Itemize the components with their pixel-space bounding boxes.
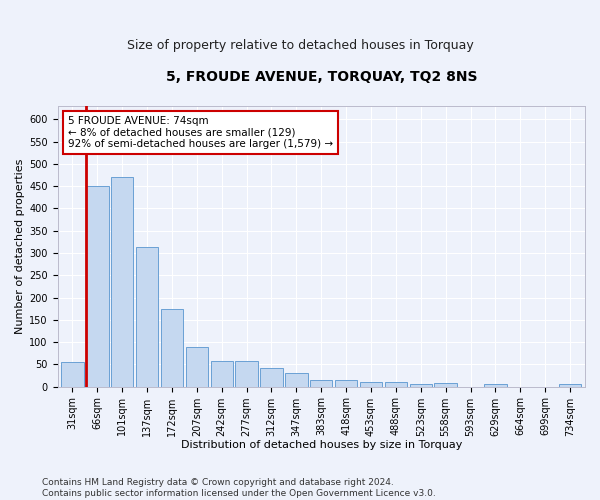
Bar	[385, 382, 407, 386]
Bar	[185, 348, 208, 387]
Text: 5 FROUDE AVENUE: 74sqm
← 8% of detached houses are smaller (129)
92% of semi-det: 5 FROUDE AVENUE: 74sqm ← 8% of detached …	[68, 116, 333, 149]
Bar	[484, 384, 506, 386]
Bar	[235, 361, 258, 386]
Bar	[260, 368, 283, 386]
Bar	[136, 247, 158, 386]
Bar	[61, 362, 83, 386]
Bar	[360, 382, 382, 386]
Bar	[410, 384, 432, 386]
Bar	[111, 178, 133, 386]
Bar	[559, 384, 581, 386]
Bar	[434, 383, 457, 386]
Title: 5, FROUDE AVENUE, TORQUAY, TQ2 8NS: 5, FROUDE AVENUE, TORQUAY, TQ2 8NS	[166, 70, 477, 84]
Text: Size of property relative to detached houses in Torquay: Size of property relative to detached ho…	[127, 40, 473, 52]
Bar	[161, 309, 183, 386]
Bar	[285, 373, 308, 386]
Bar	[211, 361, 233, 386]
Text: Contains HM Land Registry data © Crown copyright and database right 2024.
Contai: Contains HM Land Registry data © Crown c…	[42, 478, 436, 498]
Bar	[335, 380, 358, 386]
Bar	[86, 186, 109, 386]
Y-axis label: Number of detached properties: Number of detached properties	[15, 158, 25, 334]
Bar	[310, 380, 332, 386]
X-axis label: Distribution of detached houses by size in Torquay: Distribution of detached houses by size …	[181, 440, 462, 450]
